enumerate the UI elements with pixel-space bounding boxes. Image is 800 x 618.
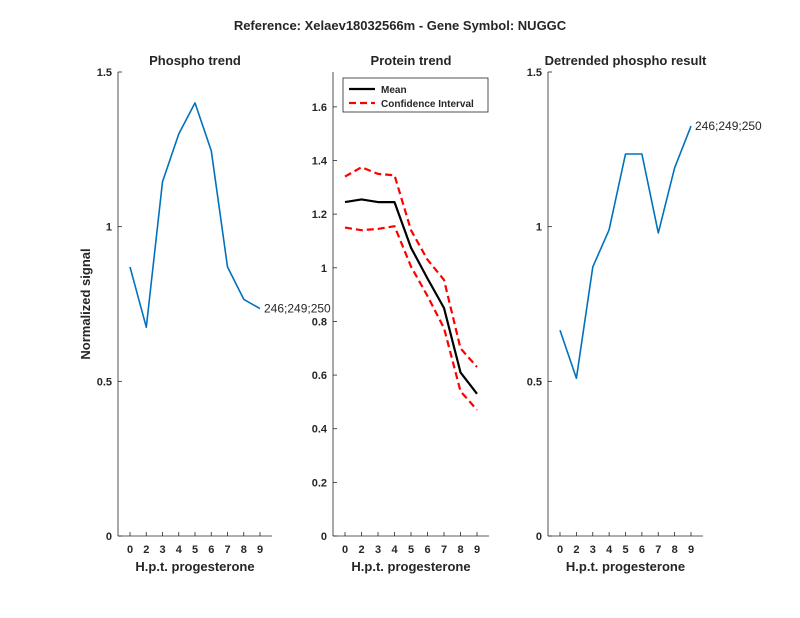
legend-box: [342, 77, 489, 113]
series-line-confidence-interval: [344, 225, 478, 411]
y-tick-label: 1.5: [527, 67, 542, 79]
x-tick-label: 2: [143, 544, 149, 556]
y-tick-label: 1.6: [312, 102, 327, 114]
series-line-mean: [344, 198, 478, 395]
x-axis-label: H.p.t. progesterone: [566, 559, 685, 574]
panel-title: Detrended phospho result: [545, 53, 707, 68]
x-tick-label: 9: [688, 544, 694, 556]
x-tick-label: 9: [257, 544, 263, 556]
series-line-confidence-interval: [344, 166, 478, 368]
y-tick-label: 0: [106, 531, 112, 543]
y-tick-label: 0.8: [312, 316, 327, 328]
y-axis-label: Normalized signal: [78, 248, 93, 359]
y-tick-label: 0.6: [312, 370, 327, 382]
x-tick-label: 6: [424, 544, 430, 556]
figure-suptitle: Reference: Xelaev18032566m - Gene Symbol…: [234, 18, 567, 33]
x-tick-label: 5: [408, 544, 414, 556]
x-tick-label: 5: [192, 544, 198, 556]
x-axis-label: H.p.t. progesterone: [351, 559, 470, 574]
panel-2: 00.20.40.60.811.21.41.60 2 3 4 5 6 7 8 9Protein …: [312, 53, 489, 574]
x-tick-label: 7: [655, 544, 661, 556]
x-tick-label: 0: [127, 544, 133, 556]
x-tick-label: 0: [557, 544, 563, 556]
y-tick-label: 0.4: [312, 424, 328, 436]
y-tick-label: 1.4: [312, 156, 328, 168]
x-tick-label: 6: [639, 544, 645, 556]
series-line-246-249-250: [559, 125, 692, 380]
panel-title: Phospho trend: [149, 53, 241, 68]
x-tick-label: 3: [159, 544, 165, 556]
y-tick-label: 1: [536, 222, 542, 234]
y-tick-label: 0: [536, 531, 542, 543]
legend: Mean Confidence Interval: [342, 77, 489, 113]
y-tick-label: 0.5: [527, 376, 542, 388]
x-tick-label: 3: [375, 544, 381, 556]
panel-title: Protein trend: [371, 53, 452, 68]
x-tick-label: 7: [224, 544, 230, 556]
x-tick-label: 8: [241, 544, 247, 556]
series-end-label: 246;249;250: [695, 119, 762, 133]
y-tick-label: 1.2: [312, 209, 327, 221]
x-tick-label: 0: [342, 544, 348, 556]
x-tick-label: 8: [457, 544, 463, 556]
x-tick-label: 4: [606, 544, 613, 556]
x-tick-label: 8: [672, 544, 678, 556]
x-tick-label: 2: [358, 544, 364, 556]
y-tick-label: 0: [321, 531, 327, 543]
y-tick-label: 0.2: [312, 477, 327, 489]
y-tick-label: 1: [106, 222, 112, 234]
x-tick-label: 3: [590, 544, 596, 556]
legend-entry: Confidence Interval: [381, 99, 474, 110]
series-end-label: 246;249;250: [264, 302, 331, 316]
x-tick-label: 6: [208, 544, 214, 556]
y-tick-label: 1: [321, 263, 327, 275]
x-tick-label: 4: [176, 544, 183, 556]
legend-entry: Mean: [381, 85, 407, 96]
x-tick-label: 2: [573, 544, 579, 556]
x-tick-label: 4: [391, 544, 398, 556]
x-tick-label: 5: [622, 544, 628, 556]
series-line-246-249-250: [129, 102, 261, 329]
x-tick-label: 9: [474, 544, 480, 556]
y-tick-label: 1.5: [97, 67, 112, 79]
x-tick-label: 7: [441, 544, 447, 556]
y-tick-label: 0.5: [97, 376, 112, 388]
x-axis-label: H.p.t. progesterone: [135, 559, 254, 574]
